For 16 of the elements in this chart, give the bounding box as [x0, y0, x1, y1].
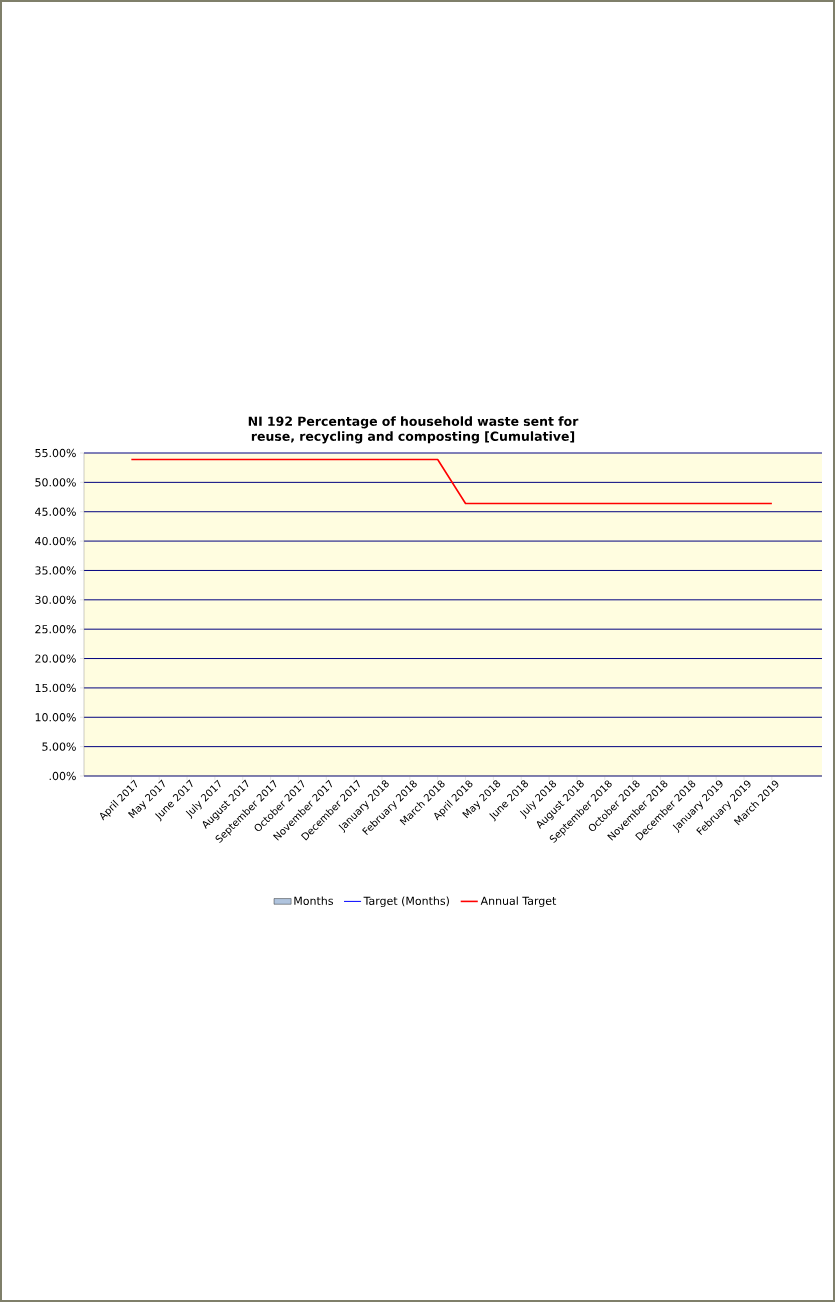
- y-tick-label: 40.00%: [35, 536, 76, 546]
- chart-title: NI 192 Percentage of household waste sent for reuse, recycling and composting [Cumulative]: [248, 416, 579, 444]
- y-tick-label: 15.00%: [35, 683, 76, 693]
- y-tick-label: 10.00%: [35, 713, 76, 722]
- y-tick-label: 5.00%: [42, 742, 76, 751]
- y-tick-label: 50.00%: [35, 478, 76, 487]
- y-tick-label: 30.00%: [35, 595, 76, 604]
- y-tick-label: 25.00%: [35, 625, 76, 634]
- legend-label: Annual Target: [480, 896, 557, 908]
- legend-label: Target (Months): [363, 896, 449, 908]
- y-tick-label: 45.00%: [35, 507, 76, 516]
- y-tick-label: 55.00%: [35, 448, 76, 458]
- legend-label: Months: [294, 896, 333, 905]
- y-tick-label: .00%: [49, 771, 76, 781]
- y-tick-label: 35.00%: [35, 566, 76, 575]
- y-tick-label: 20.00%: [35, 654, 76, 663]
